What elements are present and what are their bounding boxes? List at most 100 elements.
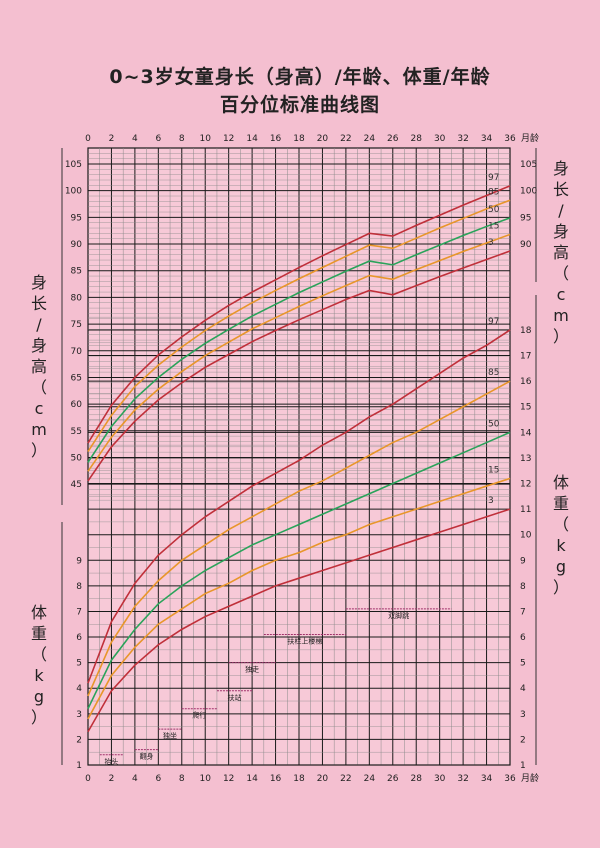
chart-title-line1: 0~3岁女童身长（身高）/年龄、体重/年龄 bbox=[109, 66, 491, 88]
weight-tick-label-left: 3 bbox=[76, 710, 82, 720]
x-tick-label-bottom: 0 bbox=[85, 774, 91, 784]
weight-tick-label-left: 5 bbox=[76, 659, 82, 669]
x-tick-label-bottom: 28 bbox=[410, 774, 422, 784]
weight-tick-label-left: 1 bbox=[76, 761, 82, 771]
height-tick-label-right: 105 bbox=[520, 160, 537, 170]
x-tick-label-top: 28 bbox=[410, 134, 422, 144]
left-weight-axis-label: 体重（k g） bbox=[30, 603, 47, 727]
height-series-label-p3: 3 bbox=[488, 238, 494, 248]
weight-tick-label-right: 9 bbox=[520, 556, 526, 566]
x-tick-label-top: 0 bbox=[85, 134, 91, 144]
milestone-label: 抬头 bbox=[104, 757, 118, 766]
x-tick-label-bottom: 2 bbox=[109, 774, 115, 784]
height-series-label-p85: 85 bbox=[488, 187, 499, 197]
weight-tick-label-left: 4 bbox=[76, 684, 82, 694]
x-tick-label-bottom: 30 bbox=[434, 774, 446, 784]
x-tick-label-top: 8 bbox=[179, 134, 185, 144]
height-series-line-p97 bbox=[87, 185, 511, 444]
x-tick-label-top: 20 bbox=[317, 134, 329, 144]
height-tick-label-left: 45 bbox=[71, 480, 82, 490]
x-tick-label-bottom: 24 bbox=[364, 774, 376, 784]
x-tick-label-bottom: 32 bbox=[457, 774, 468, 784]
right-height-axis-label: 身长 / 身高（c m） bbox=[552, 159, 569, 346]
x-tick-label-top: 6 bbox=[155, 134, 161, 144]
height-series-label-p50: 50 bbox=[488, 205, 500, 215]
weight-tick-label-right: 12 bbox=[520, 480, 531, 490]
x-tick-label-top: 22 bbox=[340, 134, 351, 144]
height-tick-label-right: 90 bbox=[520, 240, 532, 250]
weight-tick-label-left: 7 bbox=[76, 607, 82, 617]
weight-series-line-p15 bbox=[87, 477, 511, 720]
weight-series-line-p97 bbox=[87, 329, 511, 684]
x-unit-label-bottom: 月龄 bbox=[521, 772, 539, 784]
milestone-label: 双脚跳 bbox=[388, 611, 409, 620]
height-series-line-p50 bbox=[87, 217, 511, 463]
x-tick-label-top: 14 bbox=[246, 134, 258, 144]
weight-series-line-p85 bbox=[87, 380, 511, 697]
height-series-line-p85 bbox=[87, 199, 511, 453]
x-tick-label-top: 4 bbox=[132, 134, 138, 144]
x-tick-label-top: 26 bbox=[387, 134, 399, 144]
weight-tick-label-right: 14 bbox=[520, 428, 532, 438]
x-tick-label-bottom: 20 bbox=[317, 774, 329, 784]
weight-tick-label-right: 8 bbox=[520, 582, 526, 592]
x-tick-label-top: 24 bbox=[364, 134, 376, 144]
x-tick-label-bottom: 14 bbox=[246, 774, 258, 784]
weight-series-line-p3 bbox=[87, 508, 511, 733]
height-tick-label-right: 95 bbox=[520, 213, 531, 223]
height-series-label-p15: 15 bbox=[488, 221, 499, 231]
x-tick-label-top: 32 bbox=[457, 134, 468, 144]
x-tick-label-bottom: 6 bbox=[155, 774, 161, 784]
milestone-label: 爬行 bbox=[192, 711, 206, 720]
x-tick-label-top: 2 bbox=[109, 134, 115, 144]
height-tick-label-left: 80 bbox=[71, 293, 83, 303]
x-tick-label-top: 18 bbox=[293, 134, 305, 144]
x-tick-label-bottom: 12 bbox=[223, 774, 234, 784]
height-tick-label-left: 55 bbox=[71, 427, 82, 437]
x-tick-label-top: 34 bbox=[481, 134, 493, 144]
weight-tick-label-right: 4 bbox=[520, 684, 526, 694]
weight-series-label-p85: 85 bbox=[488, 368, 499, 378]
height-tick-label-left: 70 bbox=[71, 347, 83, 357]
chart-title-line2: 百分位标准曲线图 bbox=[219, 94, 380, 116]
x-tick-label-top: 12 bbox=[223, 134, 234, 144]
weight-series-line-p50 bbox=[87, 431, 511, 710]
x-tick-label-bottom: 8 bbox=[179, 774, 185, 784]
x-unit-label-top: 月龄 bbox=[521, 132, 539, 144]
x-tick-label-top: 36 bbox=[504, 134, 516, 144]
x-tick-label-bottom: 36 bbox=[504, 774, 516, 784]
weight-series-label-p50: 50 bbox=[488, 419, 500, 429]
weight-tick-label-right: 11 bbox=[520, 505, 531, 515]
x-tick-label-top: 30 bbox=[434, 134, 446, 144]
weight-tick-label-right: 2 bbox=[520, 735, 526, 745]
left-height-axis-label: 身长 / 身高（c m） bbox=[30, 273, 47, 460]
height-tick-label-left: 85 bbox=[71, 267, 82, 277]
height-tick-label-left: 75 bbox=[71, 320, 82, 330]
weight-tick-label-right: 17 bbox=[520, 352, 531, 362]
height-tick-label-left: 50 bbox=[71, 453, 83, 463]
weight-tick-label-right: 6 bbox=[520, 633, 526, 643]
x-tick-label-top: 16 bbox=[270, 134, 282, 144]
weight-tick-label-left: 8 bbox=[76, 582, 82, 592]
height-series-label-p97: 97 bbox=[488, 173, 499, 183]
weight-tick-label-left: 2 bbox=[76, 735, 82, 745]
milestone-label: 扶栏上楼梯 bbox=[287, 636, 322, 645]
x-tick-label-bottom: 4 bbox=[132, 774, 138, 784]
weight-tick-label-right: 18 bbox=[520, 326, 532, 336]
x-tick-label-bottom: 10 bbox=[199, 774, 211, 784]
weight-tick-label-right: 13 bbox=[520, 454, 531, 464]
weight-series-label-p3: 3 bbox=[488, 496, 494, 506]
weight-series-label-p15: 15 bbox=[488, 465, 499, 475]
milestone-label: 扶站 bbox=[228, 693, 242, 702]
x-tick-label-bottom: 34 bbox=[481, 774, 493, 784]
x-tick-label-bottom: 26 bbox=[387, 774, 399, 784]
height-tick-label-left: 95 bbox=[71, 213, 82, 223]
x-tick-label-bottom: 16 bbox=[270, 774, 282, 784]
height-tick-label-left: 90 bbox=[71, 240, 83, 250]
weight-tick-label-right: 10 bbox=[520, 531, 532, 541]
weight-tick-label-right: 16 bbox=[520, 377, 532, 387]
height-tick-label-left: 60 bbox=[71, 400, 83, 410]
x-tick-label-bottom: 22 bbox=[340, 774, 351, 784]
height-tick-label-left: 100 bbox=[65, 187, 82, 197]
